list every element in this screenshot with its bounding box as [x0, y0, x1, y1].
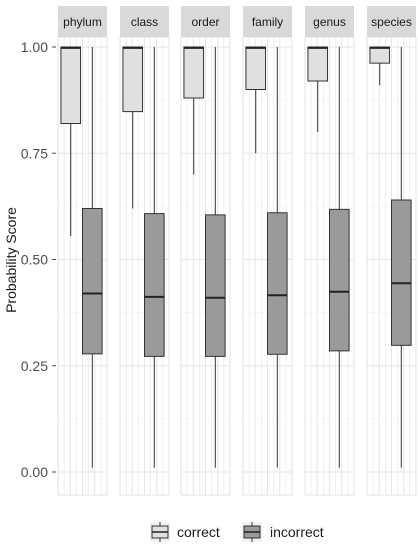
facet-strip	[243, 6, 292, 37]
y-tick-label: 0.50	[21, 252, 48, 268]
box-incorrect-species	[391, 47, 412, 468]
legend: correct incorrect	[150, 522, 324, 542]
facet-panel-species: species	[366, 6, 417, 496]
legend-item-incorrect: incorrect	[242, 522, 324, 542]
facet-strip-label: genus	[313, 15, 346, 29]
facet-panel-phylum: phylum	[57, 6, 108, 496]
facet-panel-order: order	[180, 6, 231, 496]
facet-strip-label: species	[371, 15, 412, 29]
y-tick-label: 0.25	[21, 358, 48, 374]
y-axis-title: Probability Score	[3, 207, 19, 313]
y-tick-label: 0.00	[21, 464, 48, 480]
facet-strip-label: family	[252, 15, 283, 29]
box-correct-class	[122, 46, 144, 209]
box-incorrect-order-box	[205, 214, 226, 357]
y-tick-label: 0.75	[21, 145, 48, 161]
box-correct-phylum-box	[60, 46, 82, 124]
box-incorrect-genus-box	[329, 208, 350, 352]
box-incorrect-class-box	[144, 213, 165, 357]
y-axis-title-group: Probability Score	[3, 207, 19, 313]
facet-strip-label: phylum	[63, 15, 102, 29]
legend-label: incorrect	[270, 524, 324, 540]
box-incorrect-family-box	[267, 212, 288, 355]
facet-strip-label: class	[131, 15, 158, 29]
box-correct-species	[369, 46, 391, 86]
facet-strip	[58, 6, 107, 37]
box-correct-family-box	[245, 46, 267, 90]
box-correct-genus	[307, 46, 329, 132]
facet-strip-label: order	[191, 15, 219, 29]
box-incorrect-phylum	[82, 47, 103, 468]
box-correct-species-box	[369, 46, 391, 64]
facet-strip	[181, 6, 230, 37]
box-correct-order-box	[183, 46, 205, 99]
facet-panel-genus: genus	[304, 6, 355, 496]
facet-panels: phylum class order family genus species	[57, 6, 417, 496]
box-incorrect-family	[267, 47, 288, 468]
box-incorrect-class	[144, 47, 165, 468]
box-correct-family	[245, 46, 267, 154]
box-correct-class-box	[122, 46, 144, 113]
facet-strip	[367, 6, 416, 37]
y-axis: 0.00 0.25 0.50 0.75 1.00	[21, 39, 56, 480]
legend-label: correct	[177, 524, 220, 540]
facet-strip	[305, 6, 354, 37]
box-incorrect-phylum-box	[82, 208, 103, 355]
y-tick-label: 1.00	[21, 39, 48, 55]
box-incorrect-order	[205, 47, 226, 468]
facet-panel-family: family	[242, 6, 293, 496]
box-incorrect-species-box	[391, 199, 412, 346]
box-correct-genus-box	[307, 46, 329, 82]
box-correct-order	[183, 46, 205, 175]
facet-strip	[120, 6, 169, 37]
legend-item-correct: correct	[150, 522, 220, 542]
box-incorrect-genus	[329, 47, 350, 468]
facet-panel-class: class	[119, 6, 170, 496]
box-correct-phylum	[60, 46, 82, 237]
